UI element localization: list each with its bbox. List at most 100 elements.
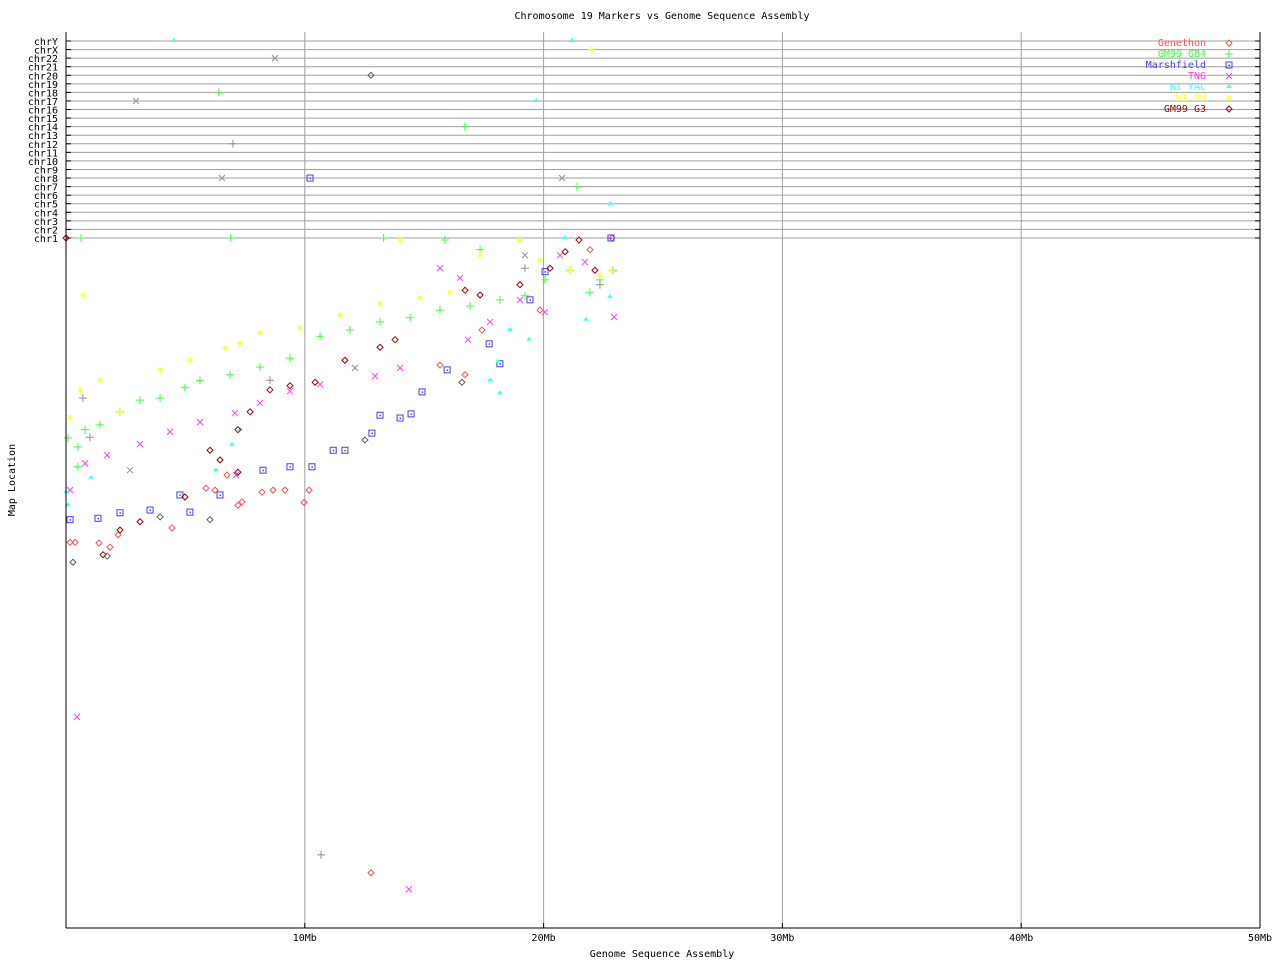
data-point [206,446,214,454]
data-point [73,442,82,451]
data-point [436,361,444,369]
data-point [607,200,614,205]
data-point [226,370,235,379]
legend-label: WI YAC [1170,82,1206,93]
data-point [77,386,84,393]
data-point [180,383,189,392]
data-point [196,418,204,426]
legend-marker [1225,61,1233,69]
data-point [526,336,533,341]
data-point [407,410,415,418]
x-tick-label: 10Mb [293,933,317,944]
y-tick-label: chr5 [34,200,58,211]
data-point [206,515,214,524]
data-point [311,378,319,386]
data-point [569,38,576,42]
data-point [460,122,469,131]
data-point [461,371,469,379]
data-point [440,236,449,245]
data-point [495,295,504,304]
data-point [581,258,589,266]
data-point [562,235,569,239]
data-point [266,386,274,394]
data-point [351,364,359,372]
data-point [246,408,254,416]
x-tick-label: 40Mb [1009,933,1033,944]
data-point [588,46,595,53]
data-point [316,332,325,341]
legend-marker [1225,39,1233,47]
data-point [77,234,86,242]
data-point [536,306,544,314]
data-point [168,524,176,532]
data-point [234,501,242,509]
x-axis-label: Genome Sequence Assembly [590,949,735,960]
data-point [396,364,404,372]
data-point [237,340,244,347]
data-point [99,550,107,559]
series-wi-rh [67,46,614,421]
data-point [300,498,308,507]
data-point [71,538,79,547]
y-tick-label: chr10 [28,157,58,168]
data-point [317,850,326,859]
data-point [367,869,375,877]
data-points [62,38,618,893]
data-point [228,441,235,446]
data-point [286,463,294,471]
data-point [85,433,94,442]
data-point [94,514,102,522]
data-point [435,306,444,315]
data-point [446,289,453,296]
data-point [561,248,569,256]
data-point [67,414,74,421]
data-point [95,539,103,547]
series-unassigned [126,54,566,474]
data-point [377,300,384,307]
data-point [526,296,534,304]
data-point [232,471,240,479]
legend-label: GM99 GB4 [1158,49,1206,60]
data-point [166,428,174,436]
y-tick-label: chr14 [28,123,58,134]
data-point [396,414,404,422]
data-point [487,377,494,382]
data-point [234,425,242,434]
data-point [541,275,550,284]
data-point [477,252,484,259]
data-point [73,462,82,471]
data-point [521,251,529,259]
data-point [573,182,582,191]
data-point [156,513,164,521]
data-point [114,531,122,539]
series-tng [66,251,618,893]
data-point [379,234,388,242]
data-point [286,381,294,390]
data-point [305,486,313,494]
data-point [69,558,77,566]
y-tick-label: chr7 [34,183,58,194]
data-point [269,486,277,494]
chart-title: Chromosome 19 Markers vs Genome Sequence… [514,11,809,22]
data-point [336,311,343,318]
data-point [212,467,219,472]
data-point [63,433,72,442]
y-tick-label: chr12 [28,140,58,151]
data-point [223,471,231,479]
data-point [361,436,369,444]
y-tick-label: chr13 [28,131,58,142]
data-point [126,466,134,474]
data-point [157,366,164,373]
data-point [256,329,263,336]
data-point [376,411,384,419]
data-point [575,236,583,244]
data-point [81,459,89,467]
data-point [308,463,316,471]
data-point [368,429,376,437]
x-tick-label: 30Mb [770,933,794,944]
y-tick-label: chr2 [34,225,58,236]
data-point [281,486,289,494]
data-point [533,97,540,102]
data-point [583,316,590,321]
